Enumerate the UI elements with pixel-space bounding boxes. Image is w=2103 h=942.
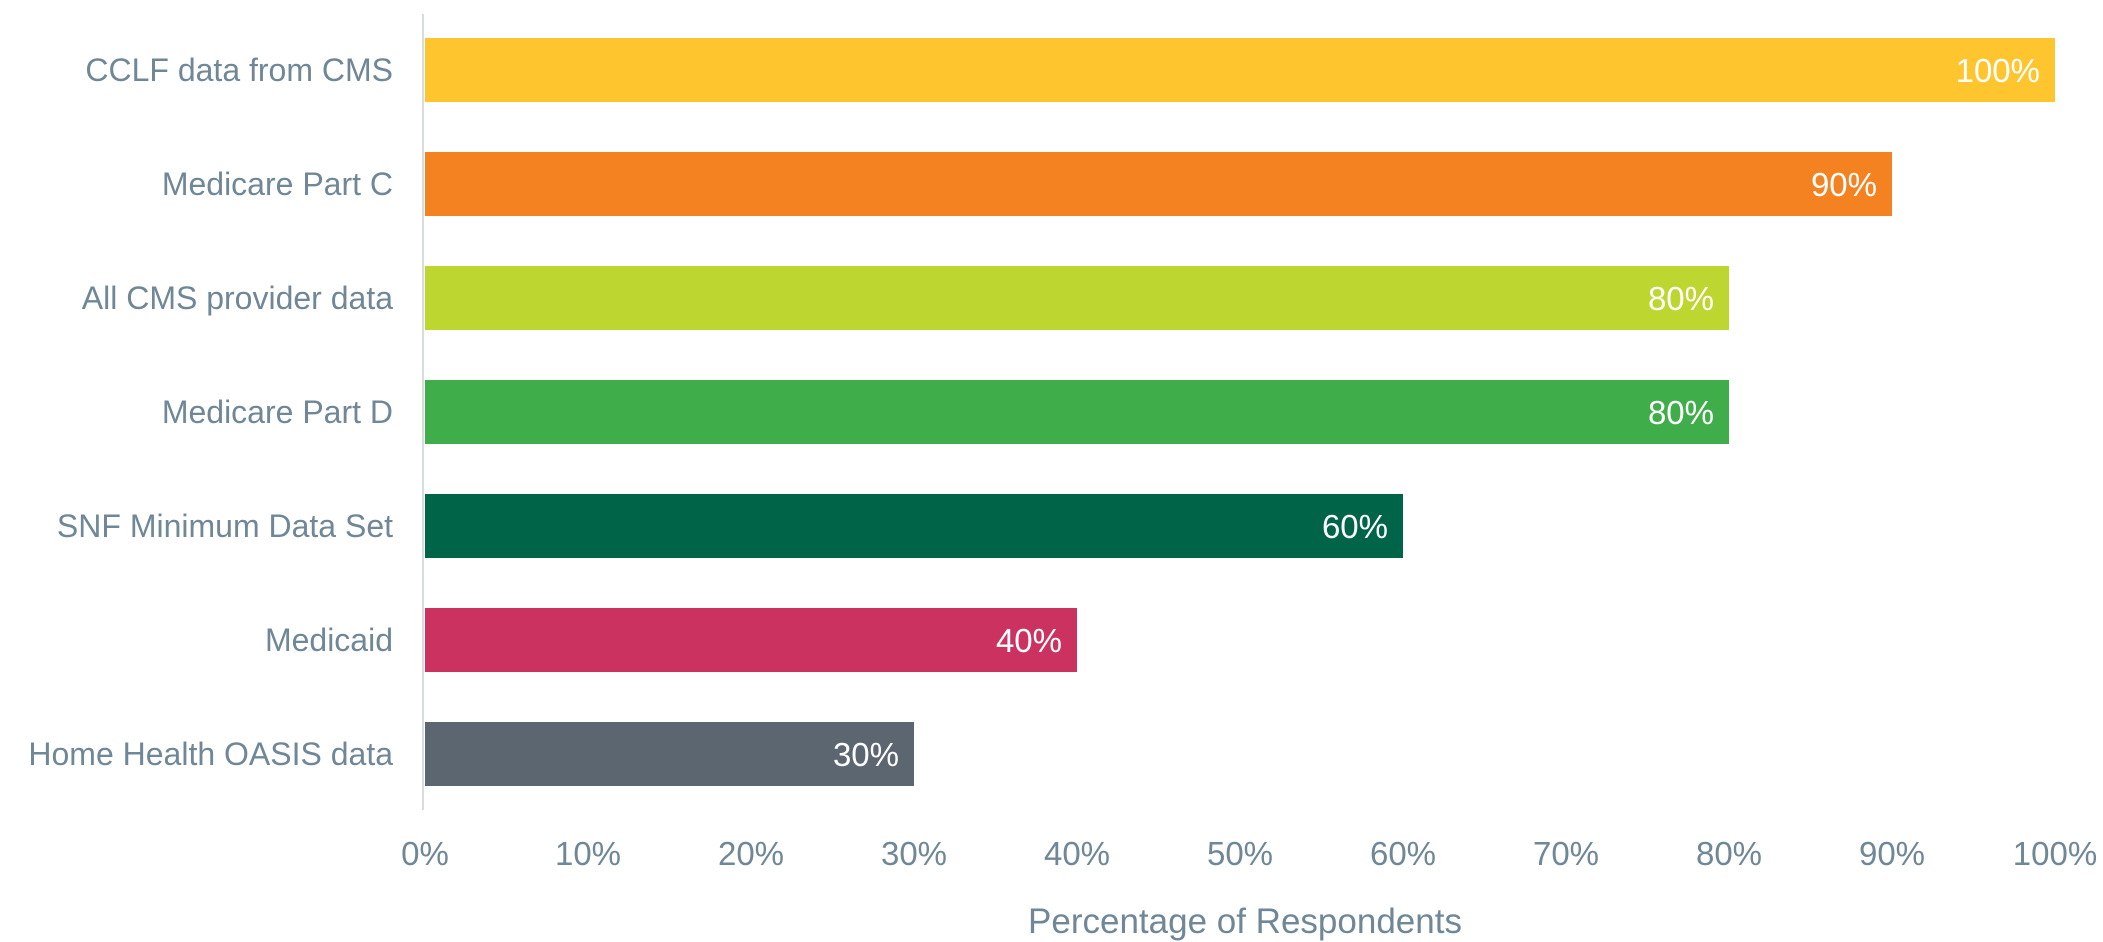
x-tick-labels: 0% 10% 20% 30% 40% 50% 60% 70% 80% 90% 100% [401,835,2097,872]
category-label: SNF Minimum Data Set [57,508,393,544]
x-tick-label: 30% [881,835,947,872]
x-tick-label: 20% [718,835,784,872]
value-label: 80% [1648,394,1714,431]
x-tick-label: 80% [1696,835,1762,872]
category-label: All CMS provider data [82,280,393,316]
value-label: 40% [996,622,1062,659]
bar [425,152,1892,216]
category-label: Medicare Part C [162,166,393,202]
value-label: 60% [1322,508,1388,545]
bars-group [425,38,2055,786]
x-tick-label: 70% [1533,835,1599,872]
x-tick-label: 10% [555,835,621,872]
x-tick-label: 50% [1207,835,1273,872]
bar [425,266,1729,330]
bar [425,494,1403,558]
bar [425,380,1729,444]
x-tick-label: 100% [2013,835,2097,872]
category-label: CCLF data from CMS [85,52,393,88]
category-label: Medicare Part D [162,394,393,430]
bar [425,722,914,786]
x-axis-title: Percentage of Respondents [1028,902,1462,941]
category-label: Home Health OASIS data [28,736,393,772]
bar [425,608,1077,672]
x-tick-label: 0% [401,835,449,872]
value-label: 80% [1648,280,1714,317]
value-label: 100% [1956,52,2040,89]
value-labels: 100% 90% 80% 80% 60% 40% 30% [833,52,2040,773]
value-label: 90% [1811,166,1877,203]
x-tick-label: 40% [1044,835,1110,872]
x-tick-label: 90% [1859,835,1925,872]
x-tick-label: 60% [1370,835,1436,872]
category-label: Medicaid [265,622,393,658]
value-label: 30% [833,736,899,773]
category-labels: CCLF data from CMS Medicare Part C All CMS… [28,52,393,772]
bar [425,38,2055,102]
